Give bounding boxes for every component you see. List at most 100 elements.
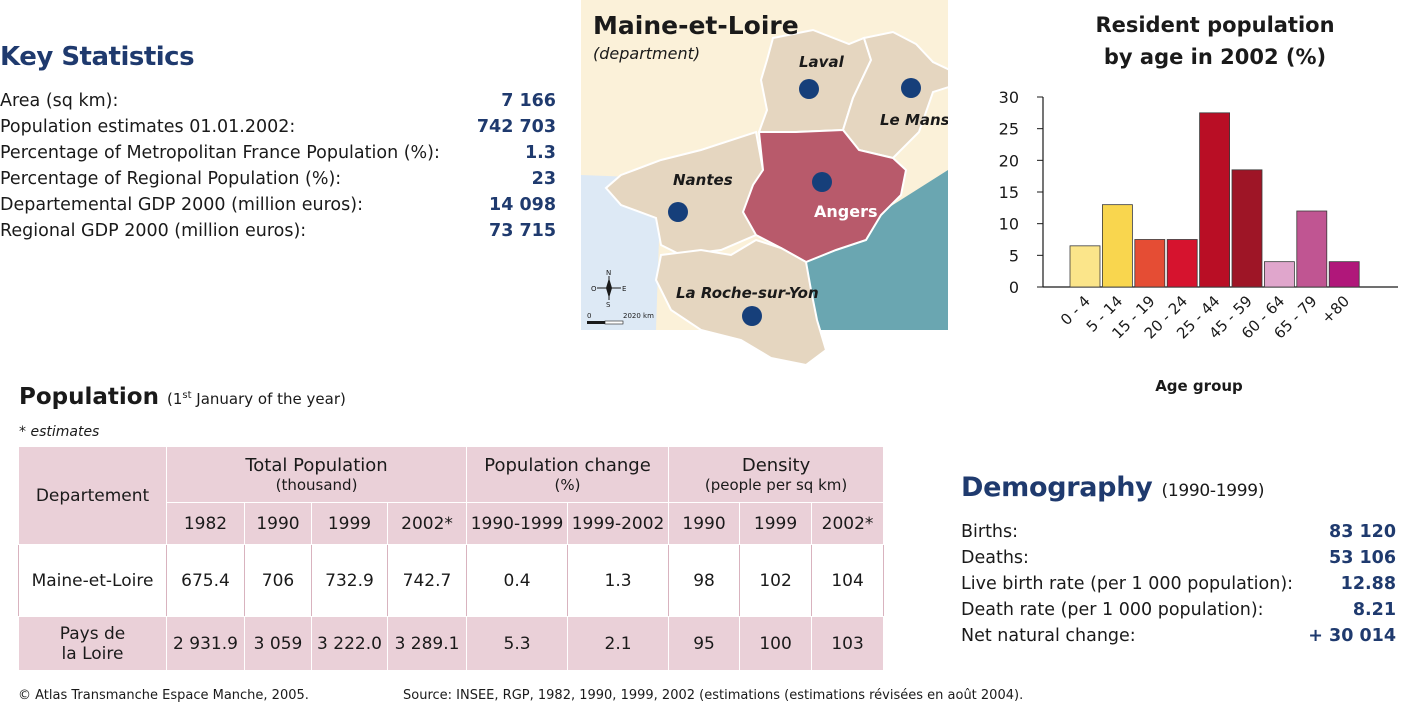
table-cell: 5.3 <box>466 616 569 671</box>
demography-title-text: Demography <box>961 472 1153 503</box>
bar-0 <box>1069 245 1101 288</box>
table-year-row: 1982 1990 1999 2002* 1990-1999 1999-2002… <box>19 502 885 545</box>
demography-row: Net natural change: + 30 014 <box>961 623 1396 649</box>
key-stat-value: 23 <box>531 169 556 189</box>
x-tick-label: +80 <box>1318 292 1353 327</box>
table-cell: 2 931.9 <box>166 616 245 671</box>
bar-7 <box>1296 210 1328 288</box>
key-statistics-title: Key Statistics <box>0 42 195 72</box>
department-map: Maine-et-Loire (department) Laval Le Man… <box>581 0 948 367</box>
compass-e: E <box>622 285 626 293</box>
y-tick-label: 5 <box>1009 246 1019 265</box>
header-departement: Departement <box>18 446 167 545</box>
table-cell: 104 <box>811 544 885 617</box>
key-stat-row: Regional GDP 2000 (million euros): 73 715 <box>0 218 556 244</box>
population-subtitle-post: January of the year) <box>191 390 346 408</box>
map-title: Maine-et-Loire <box>593 11 799 40</box>
header-year: 1999 <box>739 502 813 545</box>
header-year: 1990 <box>244 502 312 545</box>
demography-label: Deaths: <box>961 548 1029 568</box>
demography-row: Death rate (per 1 000 population): 8.21 <box>961 597 1396 623</box>
table-row: Pays de la Loire 2 931.9 3 059 3 222.0 3 … <box>18 616 885 671</box>
demography-row: Live birth rate (per 1 000 population): 1… <box>961 571 1396 597</box>
compass-s: S <box>606 301 611 309</box>
chart-title-line2: by age in 2002 (%) <box>1104 45 1326 69</box>
demography-label: Live birth rate (per 1 000 population): <box>961 574 1294 594</box>
key-statistics-list: Area (sq km): 7 166 Population estimates … <box>0 88 556 244</box>
city-dot-laval <box>799 79 819 99</box>
bar-5 <box>1231 169 1263 288</box>
row-name: Pays de la Loire <box>18 616 167 671</box>
map-east-region <box>806 170 948 330</box>
city-dot-la-roche-sur-yon <box>742 306 762 326</box>
key-stat-value: 742 703 <box>476 117 556 137</box>
city-label-le-mans: Le Mans <box>880 111 948 129</box>
y-tick-label: 30 <box>999 88 1019 107</box>
table-cell: 100 <box>739 616 813 671</box>
city-label-la-roche-sur-yon: La Roche-sur-Yon <box>676 284 819 302</box>
row-name-line2: la Loire <box>61 643 124 664</box>
table-cell: 732.9 <box>311 544 388 617</box>
city-label-angers: Angers <box>814 202 878 221</box>
key-stat-value: 1.3 <box>524 143 556 163</box>
y-tick-label: 10 <box>999 215 1019 234</box>
region-nantes <box>604 130 765 257</box>
demography-title: Demography (1990-1999) <box>961 472 1264 503</box>
demography-row: Deaths: 53 106 <box>961 545 1396 571</box>
y-tick-label: 0 <box>1009 278 1019 297</box>
key-stat-label: Regional GDP 2000 (million euros): <box>0 221 307 241</box>
table-cell: 1.3 <box>567 544 670 617</box>
header-density-sub: (people per sq km) <box>704 476 848 494</box>
map-subtitle: (department) <box>593 44 700 63</box>
bar-6 <box>1263 261 1295 288</box>
bar-1 <box>1102 204 1133 288</box>
scale-bar: 0 2020 km <box>587 312 654 325</box>
table-cell: 3 222.0 <box>311 616 388 671</box>
table-cell: 0.4 <box>466 544 569 617</box>
key-stat-label: Departemental GDP 2000 (million euros): <box>0 195 363 215</box>
city-dot-le-mans <box>901 78 921 98</box>
population-subtitle-sup: st <box>182 390 192 401</box>
bar-8 <box>1328 261 1360 288</box>
key-stat-label: Percentage of Metropolitan France Popula… <box>0 143 440 163</box>
header-year: 1999 <box>311 502 388 545</box>
y-tick-label: 25 <box>999 120 1019 139</box>
bar-2 <box>1134 239 1166 288</box>
key-stat-label: Population estimates 01.01.2002: <box>0 117 296 137</box>
table-header-row: Departement Total Population (thousand) P… <box>18 446 885 545</box>
key-stat-value: 14 098 <box>489 195 556 215</box>
bar-4 <box>1199 112 1231 288</box>
compass-o: O <box>591 285 597 293</box>
population-title: Population (1st January of the year) <box>19 384 346 410</box>
scale-zero: 0 <box>587 312 591 320</box>
header-change-sub: (%) <box>554 476 581 494</box>
source-text: Source: INSEE, RGP, 1982, 1990, 1999, 20… <box>403 688 1024 703</box>
demography-label: Births: <box>961 522 1019 542</box>
demography-value: + 30 014 <box>1308 626 1396 646</box>
table-cell: 706 <box>244 544 312 617</box>
table-cell: 742.7 <box>386 544 468 617</box>
table-cell: 3 059 <box>244 616 312 671</box>
key-stat-row: Population estimates 01.01.2002: 742 703 <box>0 114 556 140</box>
region-la-roche-sur-yon <box>654 238 828 367</box>
chart-bars <box>1069 112 1360 288</box>
key-stat-label: Area (sq km): <box>0 91 119 111</box>
table-row: Maine-et-Loire 675.4 706 732.9 742.7 0.4… <box>18 544 885 617</box>
population-subtitle-pre: (1 <box>166 390 183 408</box>
chart-x-label: Age group <box>1155 377 1243 395</box>
key-stat-value: 73 715 <box>489 221 556 241</box>
key-stat-row: Percentage of Regional Population (%): 23 <box>0 166 556 192</box>
city-dot-angers <box>812 172 832 192</box>
header-year: 2002* <box>811 502 885 545</box>
age-population-chart: Resident population by age in 2002 (%) 0… <box>999 13 1398 395</box>
header-year: 2002* <box>386 502 468 545</box>
table-cell: 98 <box>668 544 741 617</box>
demography-value: 53 106 <box>1329 548 1396 568</box>
copyright-text: © Atlas Transmanche Espace Manche, 2005. <box>18 688 309 703</box>
demography-value: 83 120 <box>1329 522 1396 542</box>
bar-3 <box>1166 239 1198 288</box>
city-label-laval: Laval <box>799 53 845 71</box>
demography-label: Net natural change: <box>961 626 1136 646</box>
population-subtitle: (1st January of the year) <box>167 390 346 408</box>
